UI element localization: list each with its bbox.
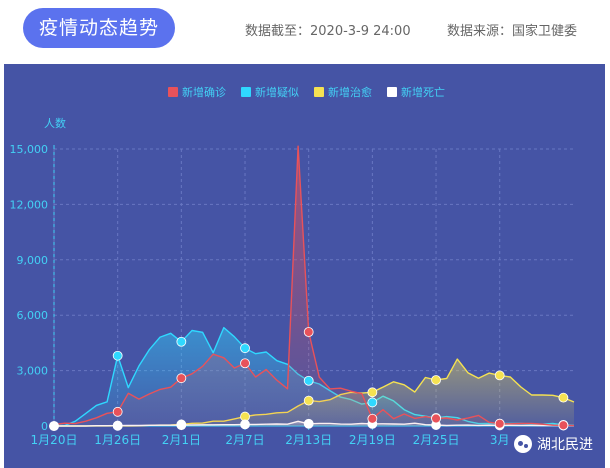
series-area-cured	[54, 359, 574, 426]
data-point-confirmed	[494, 418, 505, 429]
data-point-confirmed	[176, 373, 187, 384]
legend-label-cured: 新增治愈	[328, 85, 372, 99]
legend-label-dead: 新增死亡	[401, 85, 445, 99]
legend-swatch-cured	[314, 87, 324, 97]
data-as-of-text: 数据截至：2020-3-9 24:00	[245, 24, 411, 39]
data-point-suspected	[112, 350, 123, 361]
data-point-suspected	[303, 375, 314, 386]
data-point-dead	[49, 421, 59, 431]
data-point-confirmed	[367, 413, 378, 424]
y-tick-label: 6,000	[17, 309, 49, 322]
trend-chart: 0 3,000 6,000 9,000 12,000 15,000 人数 1月20日 1月26日…	[10, 85, 575, 447]
x-tick-label: 1月26日	[94, 433, 141, 447]
data-point-dead	[176, 420, 187, 431]
legend-swatch-confirmed	[168, 87, 178, 97]
data-point-confirmed	[112, 406, 123, 417]
data-point-confirmed	[240, 358, 250, 369]
legend-swatch-suspected	[241, 87, 251, 97]
data-point-confirmed	[558, 420, 569, 431]
watermark: 湖北民进	[514, 434, 593, 454]
y-tick-label: 15,000	[10, 143, 49, 156]
x-tick-label: 2月19日	[349, 433, 396, 447]
data-point-confirmed	[431, 413, 441, 424]
data-point-suspected	[176, 336, 187, 347]
legend-swatch-dead	[387, 87, 397, 97]
y-tick-label: 0	[41, 420, 48, 433]
page-title: 疫情动态趋势	[23, 8, 175, 48]
data-point-suspected	[367, 397, 378, 408]
data-point-suspected	[240, 343, 250, 354]
x-tick-label: 2月1日	[162, 433, 201, 447]
x-tick-label: 3月	[490, 433, 510, 447]
y-tick-label: 12,000	[10, 198, 49, 211]
data-point-cured	[431, 375, 441, 385]
x-tick-label: 2月13日	[285, 433, 332, 447]
legend-label-suspected: 新增疑似	[255, 85, 299, 99]
data-point-cured	[367, 387, 378, 398]
data-source-text: 数据来源：国家卫健委	[447, 24, 578, 39]
x-tick-label: 2月7日	[225, 433, 264, 447]
data-point-dead	[240, 419, 250, 430]
data-point-cured	[303, 395, 314, 406]
data-point-cured	[558, 392, 569, 403]
wechat-icon	[514, 435, 532, 453]
chart-panel: 0 3,000 6,000 9,000 12,000 15,000 人数 1月20日 1月26日…	[4, 64, 605, 468]
y-tick-label: 3,000	[17, 365, 49, 378]
data-point-dead	[112, 420, 123, 431]
legend-label-confirmed: 新增确诊	[182, 85, 226, 99]
header: 疫情动态趋势 数据截至：2020-3-9 24:00 数据来源：国家卫健委	[0, 0, 610, 62]
x-tick-label: 2月25日	[413, 433, 460, 447]
watermark-text: 湖北民进	[537, 437, 593, 453]
y-tick-label: 9,000	[17, 254, 49, 267]
data-point-dead	[303, 418, 314, 429]
x-tick-label: 1月20日	[31, 433, 78, 447]
y-axis-label: 人数	[44, 117, 66, 130]
data-point-cured	[494, 370, 505, 381]
series-area-confirmed	[54, 146, 574, 426]
data-point-confirmed	[303, 327, 314, 337]
series-line-confirmed	[53, 145, 575, 427]
